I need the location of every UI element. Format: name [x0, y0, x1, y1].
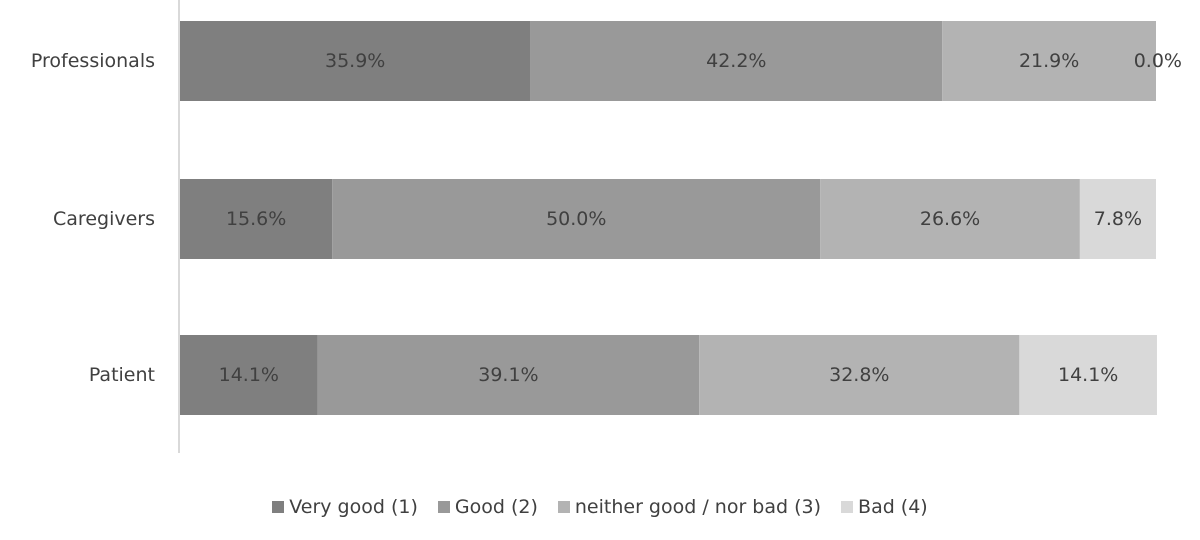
data-label: 26.6% [920, 208, 980, 230]
data-label: 14.1% [219, 364, 279, 386]
data-label: 14.1% [1058, 364, 1118, 386]
bar-segment [180, 179, 333, 259]
bar-segment [1079, 179, 1156, 259]
data-label: 15.6% [226, 208, 286, 230]
legend-item: Bad (4) [841, 496, 928, 518]
category-labels-group: Professionals Caregivers Patient [31, 50, 155, 386]
data-label: 7.8% [1094, 208, 1142, 230]
legend-item: Good (2) [437, 496, 538, 518]
bar-segment [1019, 335, 1157, 415]
bar-segment [180, 335, 318, 415]
legend-swatch [841, 501, 854, 513]
data-label: 42.2% [706, 50, 766, 72]
bar-segment [180, 21, 531, 101]
legend-label: Good (2) [454, 496, 538, 518]
data-labels-group: 35.9% 42.2% 21.9% 0.0% 15.6% 50.0% 26.6% 7.8% 14… [219, 50, 1182, 386]
legend-swatch [557, 501, 570, 513]
data-label: 0.0% [1134, 50, 1182, 72]
category-label: Professionals [31, 50, 155, 72]
category-label: Patient [89, 364, 155, 386]
legend-label: Bad (4) [858, 496, 928, 518]
data-label: 35.9% [325, 50, 385, 72]
data-label: 50.0% [546, 208, 606, 230]
stacked-bar-chart: 35.9% 42.2% 21.9% 0.0% 15.6% 50.0% 26.6% 7.8% 14… [31, 0, 1182, 453]
legend-swatch [272, 501, 285, 513]
bar-segment [699, 335, 1020, 415]
data-label: 32.8% [829, 364, 889, 386]
category-label: Caregivers [53, 208, 155, 230]
bar-segment [820, 179, 1080, 259]
data-label: 21.9% [1019, 50, 1079, 72]
bar-segment [942, 21, 1156, 101]
legend-item: neither good / nor bad (3) [557, 496, 822, 518]
bar-segment [332, 179, 821, 259]
legend-label: Very good (1) [289, 496, 418, 518]
bar-segment [317, 335, 700, 415]
bar-segment [530, 21, 943, 101]
data-label: 39.1% [478, 364, 538, 386]
legend-item: Very good (1) [272, 496, 418, 518]
legend: Very good (1) Good (2) neither good / nor … [0, 496, 1200, 518]
bars-group [180, 21, 1157, 415]
legend-swatch [437, 501, 450, 513]
legend-label: neither good / nor bad (3) [574, 496, 822, 518]
